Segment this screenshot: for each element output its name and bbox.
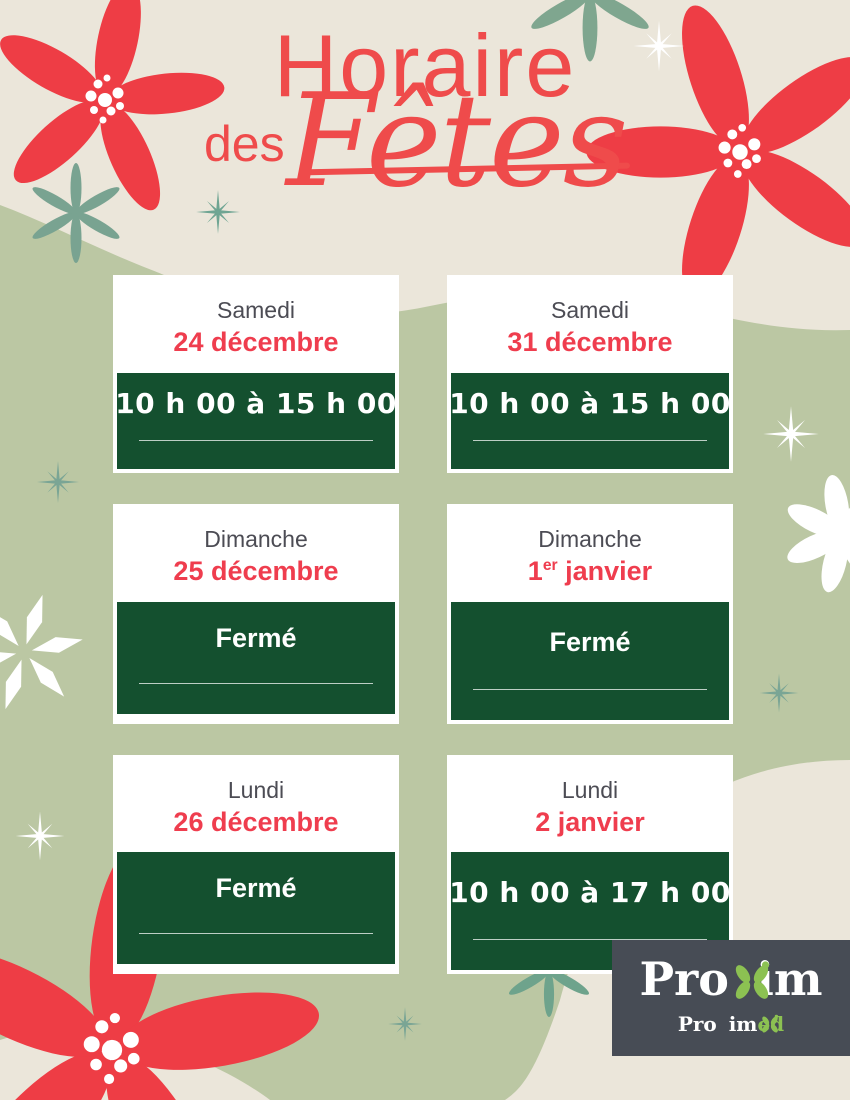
schedule-hours: Fermé bbox=[215, 873, 297, 904]
schedule-date: 31 décembre bbox=[457, 326, 723, 358]
schedule-card-hours-panel: Fermé bbox=[117, 852, 395, 965]
schedule-card-header: Dimanche 1er janvier bbox=[451, 507, 729, 602]
proximed-mid: im bbox=[728, 1012, 758, 1036]
schedule-date-month: janvier bbox=[565, 556, 653, 587]
schedule-card-header: Lundi 2 janvier bbox=[451, 758, 729, 853]
schedule-card: Dimanche 1er janvier Fermé bbox=[447, 503, 733, 724]
schedule-card-header: Dimanche 25 décembre bbox=[117, 507, 395, 602]
schedule-day-name: Samedi bbox=[217, 297, 295, 323]
schedule-date-number: 1 bbox=[527, 556, 543, 587]
schedule-date-month: décembre bbox=[544, 327, 673, 358]
schedule-date-number: 31 bbox=[507, 327, 538, 358]
schedule-card-header: Samedi 31 décembre bbox=[451, 279, 729, 373]
hours-underline bbox=[139, 933, 373, 935]
schedule-card-grid: Samedi 24 décembre 10 h 00 à 15 h 00 Sam… bbox=[113, 275, 738, 975]
schedule-card: Dimanche 25 décembre Fermé bbox=[113, 503, 399, 724]
schedule-date-month: décembre bbox=[210, 807, 339, 838]
schedule-card: Samedi 31 décembre 10 h 00 à 15 h 00 bbox=[447, 275, 733, 473]
hours-underline bbox=[139, 439, 373, 441]
schedule-card: Lundi 2 janvier 10 h 00 à 17 h 00 bbox=[447, 754, 733, 975]
butterfly-icon bbox=[735, 961, 770, 999]
schedule-card: Samedi 24 décembre 10 h 00 à 15 h 00 bbox=[113, 275, 399, 473]
schedule-date-suffix: er bbox=[542, 557, 558, 575]
schedule-day-name: Dimanche bbox=[538, 525, 642, 552]
schedule-date: 2 janvier bbox=[457, 806, 723, 838]
hours-underline bbox=[473, 939, 707, 941]
schedule-card-hours-panel: 10 h 00 à 17 h 00 bbox=[449, 852, 731, 971]
schedule-card-header: Lundi 26 décembre bbox=[117, 758, 395, 853]
schedule-day-name: Samedi bbox=[551, 297, 629, 323]
schedule-card-header: Samedi 24 décembre bbox=[117, 279, 395, 373]
schedule-card-hours-panel: 10 h 00 à 15 h 00 bbox=[449, 372, 731, 469]
schedule-hours: Fermé bbox=[549, 626, 631, 657]
proximed-before: Pro bbox=[677, 1012, 717, 1036]
schedule-date: 26 décembre bbox=[123, 806, 389, 838]
schedule-hours: 10 h 00 à 17 h 00 bbox=[449, 876, 731, 910]
schedule-date-number: 26 bbox=[173, 807, 204, 838]
schedule-day-name: Lundi bbox=[227, 776, 285, 803]
schedule-card-hours-panel: 10 h 00 à 15 h 00 bbox=[115, 372, 397, 469]
proxim-wordmark: Proxim bbox=[612, 956, 850, 1002]
schedule-date: 24 décembre bbox=[123, 326, 389, 358]
schedule-date-month: décembre bbox=[210, 556, 339, 587]
hours-underline bbox=[473, 439, 707, 441]
schedule-day-name: Dimanche bbox=[204, 525, 308, 552]
schedule-card-hours-panel: Fermé bbox=[117, 601, 395, 714]
schedule-day-name: Lundi bbox=[561, 776, 619, 803]
proxim-logo: Proxim Proximed bbox=[612, 940, 850, 1056]
hours-underline bbox=[139, 682, 373, 684]
cream-wave-top bbox=[0, 0, 850, 305]
schedule-card-hours-panel: Fermé bbox=[451, 601, 729, 720]
schedule-hours: 10 h 00 à 15 h 00 bbox=[115, 386, 397, 420]
schedule-date-month: janvier bbox=[557, 807, 645, 838]
schedule-date: 1er janvier bbox=[457, 555, 723, 587]
schedule-date: 25 décembre bbox=[123, 555, 389, 587]
schedule-date-number: 2 bbox=[535, 807, 551, 838]
schedule-hours: 10 h 00 à 15 h 00 bbox=[449, 386, 731, 420]
proximed-x: x bbox=[717, 1012, 729, 1036]
proxim-wordmark-before: Pro bbox=[639, 952, 729, 1006]
schedule-date-number: 24 bbox=[173, 327, 204, 358]
proximed-wordmark: Proximed bbox=[612, 1014, 850, 1034]
schedule-hours: Fermé bbox=[215, 622, 297, 653]
butterfly-icon bbox=[762, 1014, 779, 1033]
schedule-date-month: décembre bbox=[210, 327, 339, 358]
hours-underline bbox=[473, 688, 707, 690]
schedule-date-number: 25 bbox=[173, 556, 204, 587]
schedule-card: Lundi 26 décembre Fermé bbox=[113, 754, 399, 975]
